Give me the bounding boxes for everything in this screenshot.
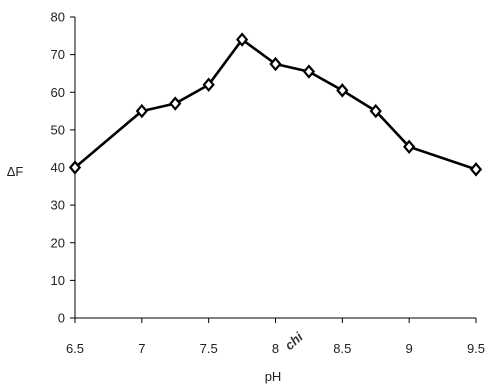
y-tick-label: 30 [51, 198, 65, 213]
y-tick-label: 70 [51, 47, 65, 62]
x-tick-label: 9.5 [467, 341, 485, 356]
y-tick-label: 0 [58, 311, 65, 326]
x-tick-label: 7.5 [200, 341, 218, 356]
x-tick-label: 9 [406, 341, 413, 356]
data-point-marker [336, 83, 349, 98]
watermark-graphic: chi [282, 329, 306, 353]
data-point-marker [202, 77, 215, 92]
x-tick-label: 8 [272, 341, 279, 356]
y-axis-ticks: 0 10 20 30 40 50 60 70 80 [51, 10, 75, 326]
svg-text:chi: chi [282, 329, 306, 353]
x-axis-ticks: 6.5 7 7.5 8 8.5 9 9.5 [66, 318, 485, 356]
y-tick-label: 10 [51, 273, 65, 288]
y-tick-label: 50 [51, 122, 65, 137]
data-point-marker [135, 103, 148, 119]
x-tick-label: 7 [138, 341, 145, 356]
y-tick-label: 40 [51, 160, 65, 175]
data-point-marker [302, 64, 316, 79]
x-tick-label: 8.5 [333, 341, 351, 356]
data-point-marker [235, 32, 249, 47]
data-point-marker [169, 96, 182, 111]
data-markers [68, 32, 483, 177]
x-tick-label: 6.5 [66, 341, 84, 356]
y-tick-label: 60 [51, 85, 65, 100]
x-axis-label: pH [265, 369, 282, 384]
plot-area: 0 10 20 30 40 50 60 70 80 6.5 7 7.5 8 8.5 9 9.5 [51, 10, 486, 357]
y-tick-label: 80 [51, 10, 65, 25]
data-point-marker [403, 139, 416, 155]
y-tick-label: 20 [51, 235, 65, 250]
data-point-marker [469, 162, 483, 177]
y-axis-label: ΔF [7, 164, 24, 179]
data-point-marker [68, 160, 82, 175]
data-point-marker [369, 103, 382, 119]
data-point-marker [269, 56, 282, 72]
